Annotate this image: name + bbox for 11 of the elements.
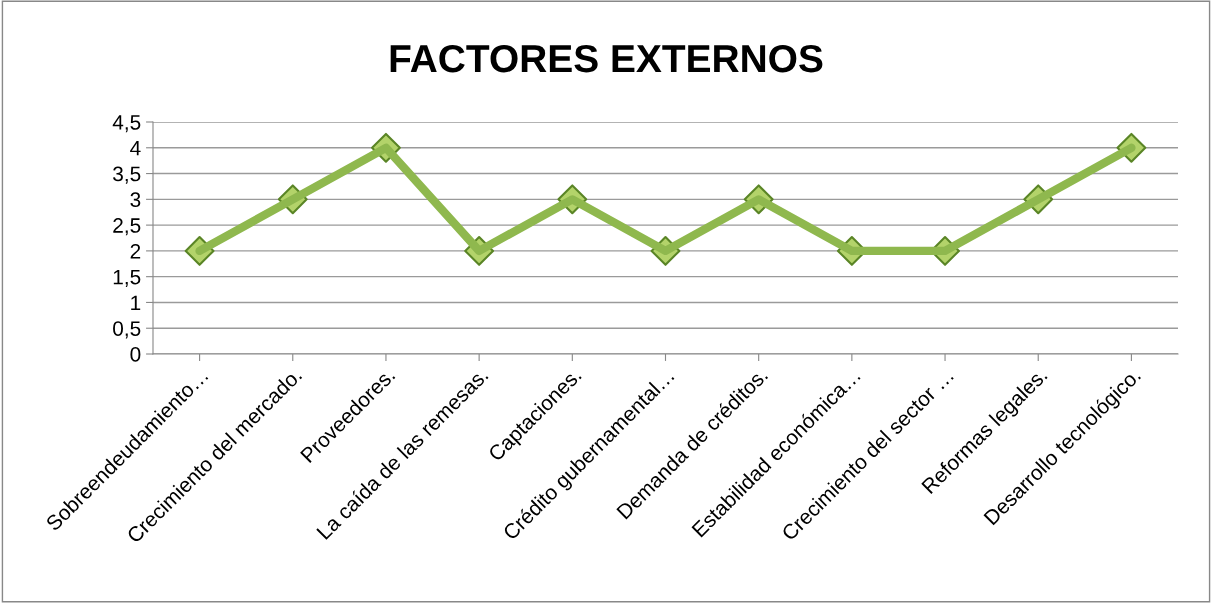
y-tick-label: 2 <box>130 243 141 259</box>
chart-title: FACTORES EXTERNOS <box>390 44 823 73</box>
y-tick-label: 1 <box>131 295 141 310</box>
y-tick-label: 1,5 <box>113 269 141 287</box>
y-tick-label: 2,5 <box>113 218 141 236</box>
y-tick-label: 3,5 <box>113 166 141 184</box>
y-tick-label: 3 <box>130 192 141 208</box>
y-tick-label: 4,5 <box>112 115 141 133</box>
y-tick-label: 0,5 <box>113 321 141 339</box>
y-tick-label: 4 <box>130 140 141 156</box>
y-tick-label: 0 <box>130 347 141 362</box>
